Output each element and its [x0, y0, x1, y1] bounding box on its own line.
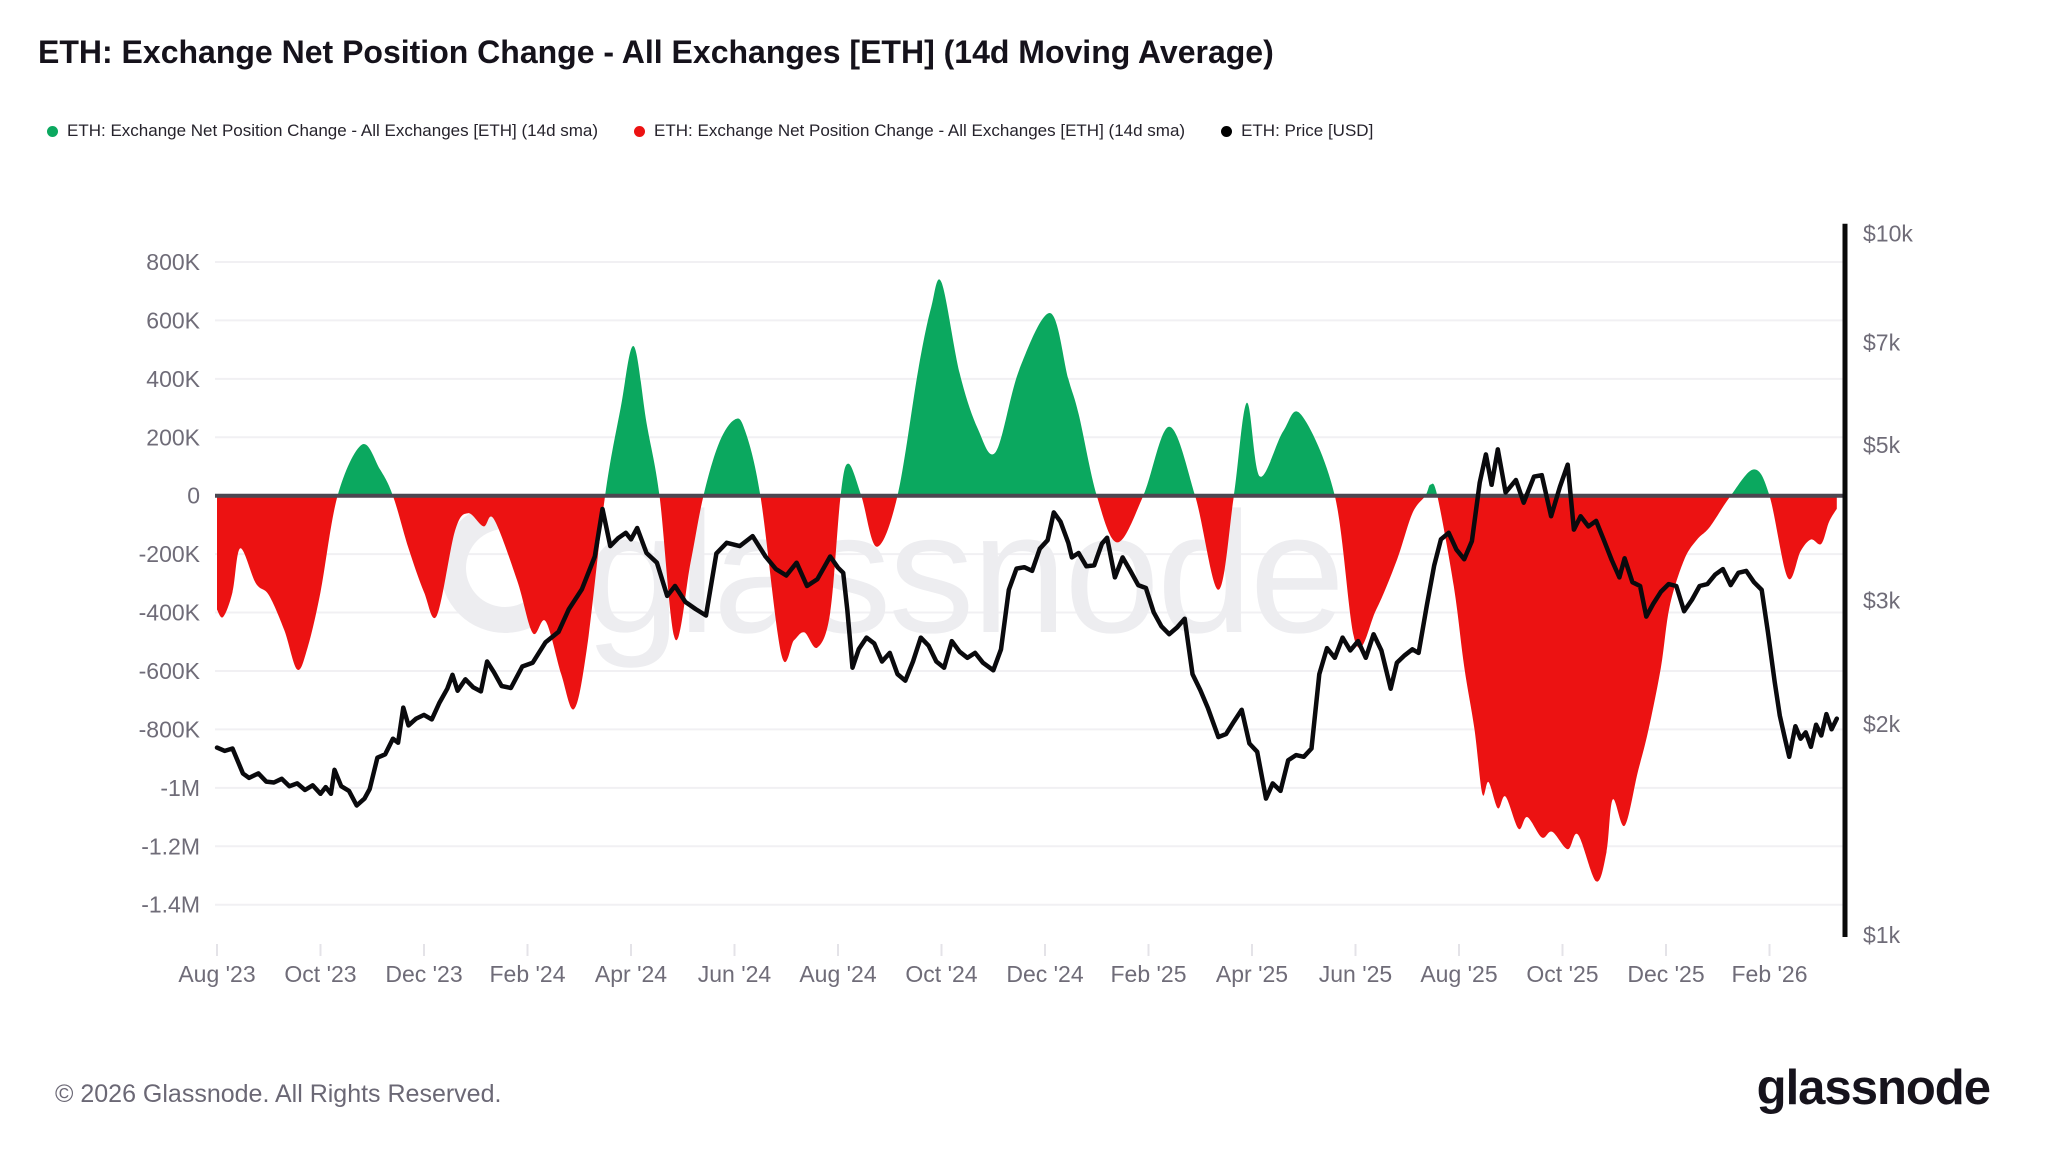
black-dot-icon: [1221, 125, 1233, 137]
svg-text:-200K: -200K: [139, 541, 201, 567]
legend-item-price[interactable]: ETH: Price [USD]: [1221, 121, 1373, 141]
svg-text:$3k: $3k: [1863, 587, 1901, 613]
svg-text:200K: 200K: [146, 424, 200, 450]
svg-text:$1k: $1k: [1863, 922, 1901, 948]
right-price-axis: $10k $7k $5k $3k $2k $1k: [1842, 221, 1913, 948]
svg-text:Oct '25: Oct '25: [1526, 961, 1598, 987]
svg-text:Aug '24: Aug '24: [799, 961, 876, 987]
svg-text:$10k: $10k: [1863, 221, 1913, 247]
net-position-area-series: [217, 279, 1837, 882]
svg-text:-1M: -1M: [160, 775, 200, 801]
glassnode-logo: glassnode: [1756, 1061, 1991, 1115]
svg-text:600K: 600K: [146, 307, 200, 333]
svg-text:400K: 400K: [146, 366, 200, 392]
svg-text:-800K: -800K: [139, 716, 201, 742]
svg-text:Aug '23: Aug '23: [178, 961, 255, 987]
svg-text:Dec '23: Dec '23: [385, 961, 462, 987]
svg-text:Jun '25: Jun '25: [1319, 961, 1392, 987]
svg-text:$7k: $7k: [1863, 329, 1901, 355]
svg-text:0: 0: [187, 483, 200, 509]
legend-label: ETH: Exchange Net Position Change - All …: [654, 121, 1186, 140]
red-dot-icon: [634, 125, 646, 137]
legend-item-net-position-negative[interactable]: ETH: Exchange Net Position Change - All …: [634, 121, 1185, 141]
svg-text:Dec '25: Dec '25: [1627, 961, 1704, 987]
svg-text:Feb '26: Feb '26: [1732, 961, 1808, 987]
svg-text:Feb '25: Feb '25: [1111, 961, 1187, 987]
svg-text:-400K: -400K: [139, 600, 201, 626]
svg-text:$2k: $2k: [1863, 711, 1901, 737]
svg-text:-600K: -600K: [139, 658, 201, 684]
svg-text:800K: 800K: [146, 249, 200, 275]
legend: ETH: Exchange Net Position Change - All …: [47, 121, 1409, 141]
svg-text:$5k: $5k: [1863, 432, 1901, 458]
svg-text:Dec '24: Dec '24: [1006, 961, 1083, 987]
x-axis-labels: Aug '23 Oct '23 Dec '23 Feb '24 Apr '24 Jun '…: [178, 944, 1808, 987]
svg-text:Apr '25: Apr '25: [1216, 961, 1288, 987]
svg-text:Oct '23: Oct '23: [284, 961, 356, 987]
price-line-series: [214, 447, 1840, 808]
svg-text:Oct '24: Oct '24: [905, 961, 977, 987]
svg-text:Jun '24: Jun '24: [698, 961, 772, 987]
svg-text:Feb '24: Feb '24: [490, 961, 566, 987]
legend-item-net-position-positive[interactable]: ETH: Exchange Net Position Change - All …: [47, 121, 598, 141]
svg-text:-1.4M: -1.4M: [141, 892, 200, 918]
copyright-text: © 2026 Glassnode. All Rights Reserved.: [55, 1080, 502, 1108]
svg-text:Apr '24: Apr '24: [595, 961, 667, 987]
legend-label: ETH: Price [USD]: [1241, 121, 1374, 140]
svg-text:Aug '25: Aug '25: [1420, 961, 1497, 987]
chart-title: ETH: Exchange Net Position Change - All …: [38, 34, 1274, 70]
green-dot-icon: [47, 125, 58, 137]
svg-text:-1.2M: -1.2M: [141, 833, 200, 859]
legend-label: ETH: Exchange Net Position Change - All …: [67, 121, 599, 140]
left-axis-labels: 800K 600K 400K 200K 0 -200K -400K -600K -800K -1M…: [139, 249, 201, 918]
